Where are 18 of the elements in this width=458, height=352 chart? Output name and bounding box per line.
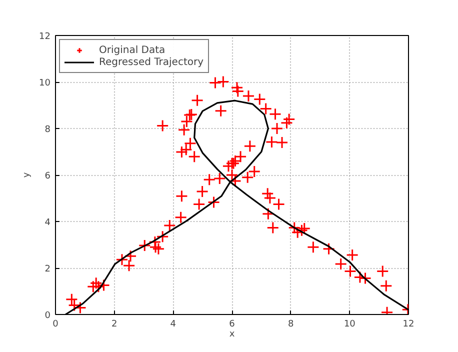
x-tick-label: 2: [111, 320, 118, 330]
x-tick-label: 10: [344, 320, 356, 330]
y-tick-label: 10: [39, 78, 51, 88]
x-axis-title: x: [229, 330, 236, 340]
legend-label: Original Data: [99, 44, 166, 56]
y-tick-label: 6: [44, 172, 51, 182]
legend-label: Regressed Trajectory: [99, 56, 204, 68]
x-tick-label: 4: [170, 320, 176, 330]
x-tick-label: 6: [229, 320, 236, 330]
y-tick-label: 4: [44, 218, 51, 228]
y-tick-label: 2: [44, 264, 51, 274]
x-tick-label: 0: [52, 320, 59, 330]
x-tick-label: 8: [288, 320, 294, 330]
y-tick-label: 12: [39, 32, 50, 42]
x-tick-label: 12: [402, 320, 414, 330]
y-tick-label: 0: [44, 311, 51, 321]
y-axis-title: y: [22, 172, 32, 178]
y-tick-label: 8: [44, 125, 51, 135]
